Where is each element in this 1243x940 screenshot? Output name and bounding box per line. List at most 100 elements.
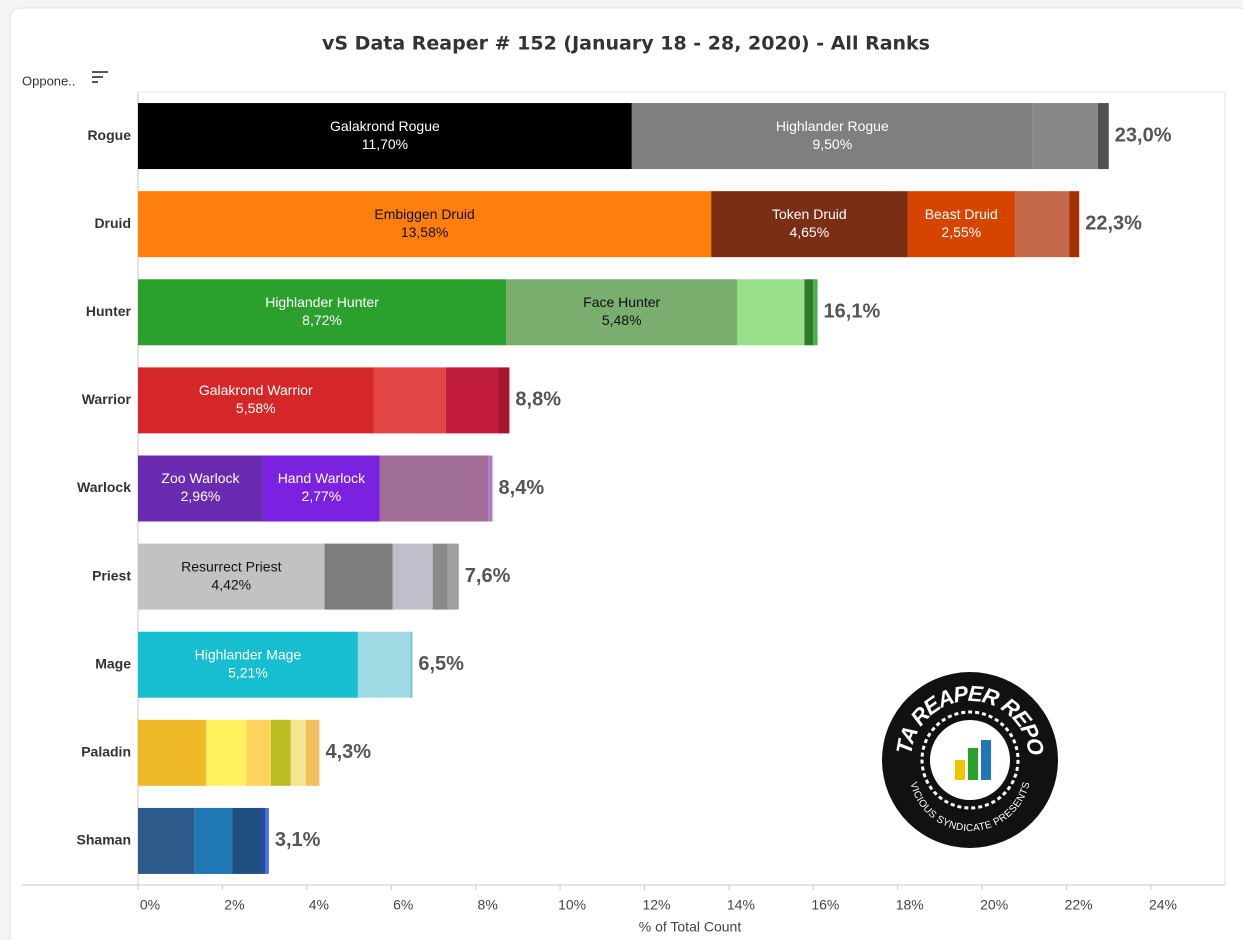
x-tick-label: 2% xyxy=(224,897,244,913)
segment-value-label: 5,58% xyxy=(236,400,276,416)
x-tick-label: 18% xyxy=(896,897,924,913)
segment-name: Highlander Mage xyxy=(195,646,302,662)
bar-segment xyxy=(631,103,1033,170)
x-tick-label: 6% xyxy=(393,897,413,913)
bar-segment xyxy=(138,279,507,346)
category-label: Druid xyxy=(94,215,131,231)
x-tick-label: 12% xyxy=(642,897,670,913)
bar-segment xyxy=(1032,103,1098,170)
bar-segment xyxy=(305,719,320,786)
bar-segment xyxy=(447,543,459,610)
bar-segment xyxy=(138,543,325,610)
total-label: 22,3% xyxy=(1085,212,1142,234)
category-label: Warrior xyxy=(82,391,132,407)
segment-name: Galakrond Rogue xyxy=(330,118,440,134)
bar-segment xyxy=(138,103,632,170)
category-label: Hunter xyxy=(86,303,132,319)
segment-value-label: 5,21% xyxy=(228,664,268,680)
x-tick-label: 24% xyxy=(1149,897,1177,913)
segment-name: Beast Druid xyxy=(925,206,998,222)
bar-segment xyxy=(804,279,814,346)
total-label: 7,6% xyxy=(465,565,511,587)
x-tick-label: 8% xyxy=(478,897,498,913)
x-tick-label: 4% xyxy=(309,897,329,913)
sort-icon[interactable] xyxy=(92,71,108,83)
bar-segment xyxy=(432,543,448,610)
bar-segment xyxy=(138,367,374,434)
total-label: 8,8% xyxy=(515,389,561,411)
segment-name: Token Druid xyxy=(772,206,847,222)
segment-value-label: 8,72% xyxy=(302,312,342,328)
segment-name: Highlander Hunter xyxy=(265,294,379,310)
total-label: 4,3% xyxy=(325,741,371,763)
bar-segment xyxy=(813,279,818,346)
category-label: Shaman xyxy=(77,832,131,848)
bar-segment xyxy=(373,367,446,434)
segment-name: Hand Warlock xyxy=(278,470,366,486)
segment-name: Highlander Rogue xyxy=(776,118,889,134)
x-tick-label: 20% xyxy=(980,897,1008,913)
category-label: Priest xyxy=(92,567,131,583)
bar-segment xyxy=(324,543,393,610)
bar-segment xyxy=(259,807,266,874)
category-label: Warlock xyxy=(77,479,131,495)
total-label: 8,4% xyxy=(499,477,545,499)
x-tick-label: 14% xyxy=(727,897,755,913)
category-label: Rogue xyxy=(87,127,131,143)
category-label: Paladin xyxy=(81,744,131,760)
bar-segment xyxy=(410,631,413,698)
x-tick-label: 0% xyxy=(140,897,160,913)
bar-segment xyxy=(138,455,263,522)
bar-segment xyxy=(737,279,805,346)
total-label: 3,1% xyxy=(275,829,321,851)
x-tick-label: 22% xyxy=(1065,897,1093,913)
segment-name: Embiggen Druid xyxy=(374,206,474,222)
segment-value-label: 2,77% xyxy=(302,488,342,504)
bar-segment xyxy=(497,367,510,434)
segment-value-label: 13,58% xyxy=(401,224,448,240)
bar-segment xyxy=(246,719,271,786)
bar-segment xyxy=(138,191,712,258)
total-label: 6,5% xyxy=(418,653,464,675)
bar-segment xyxy=(488,455,493,522)
bar-segment xyxy=(1097,103,1109,170)
segment-name: Resurrect Priest xyxy=(181,558,281,574)
category-label: Mage xyxy=(95,655,131,671)
bar-segment xyxy=(907,191,1016,258)
segment-value-label: 5,48% xyxy=(602,312,642,328)
chart-title: vS Data Reaper # 152 (January 18 - 28, 2… xyxy=(322,33,930,55)
segment-value-label: 2,96% xyxy=(181,488,221,504)
segment-name: Galakrond Warrior xyxy=(199,382,313,398)
bar-segment xyxy=(205,719,247,786)
bar-segment xyxy=(1015,191,1070,258)
bar-segment xyxy=(270,719,291,786)
bar-segment xyxy=(445,367,498,434)
bar-segment xyxy=(138,719,206,786)
segment-value-label: 2,55% xyxy=(941,224,981,240)
segment-value-label: 4,65% xyxy=(789,224,829,240)
x-axis-title: % of Total Count xyxy=(639,919,742,935)
segment-value-label: 4,42% xyxy=(211,576,251,592)
bar-segment xyxy=(392,543,433,610)
bar-segment xyxy=(232,807,260,874)
bar-segment xyxy=(357,631,411,698)
total-label: 23,0% xyxy=(1115,124,1172,146)
bar-segment xyxy=(1069,191,1080,258)
segment-name: Zoo Warlock xyxy=(161,470,240,486)
header-label: Oppone.. xyxy=(22,73,76,88)
bar-segment xyxy=(194,807,233,874)
bar-segment xyxy=(265,807,269,874)
segment-value-label: 9,50% xyxy=(812,136,852,152)
total-label: 16,1% xyxy=(824,301,881,323)
bar-segment xyxy=(262,455,380,522)
bar-segment xyxy=(711,191,908,258)
x-tick-label: 10% xyxy=(558,897,586,913)
x-tick-label: 16% xyxy=(811,897,839,913)
bar-segment xyxy=(506,279,738,346)
bar-segment xyxy=(138,807,195,874)
bar-segment xyxy=(138,631,358,698)
segment-value-label: 11,70% xyxy=(362,136,408,152)
bar-segment xyxy=(290,719,306,786)
segment-name: Face Hunter xyxy=(583,294,660,310)
